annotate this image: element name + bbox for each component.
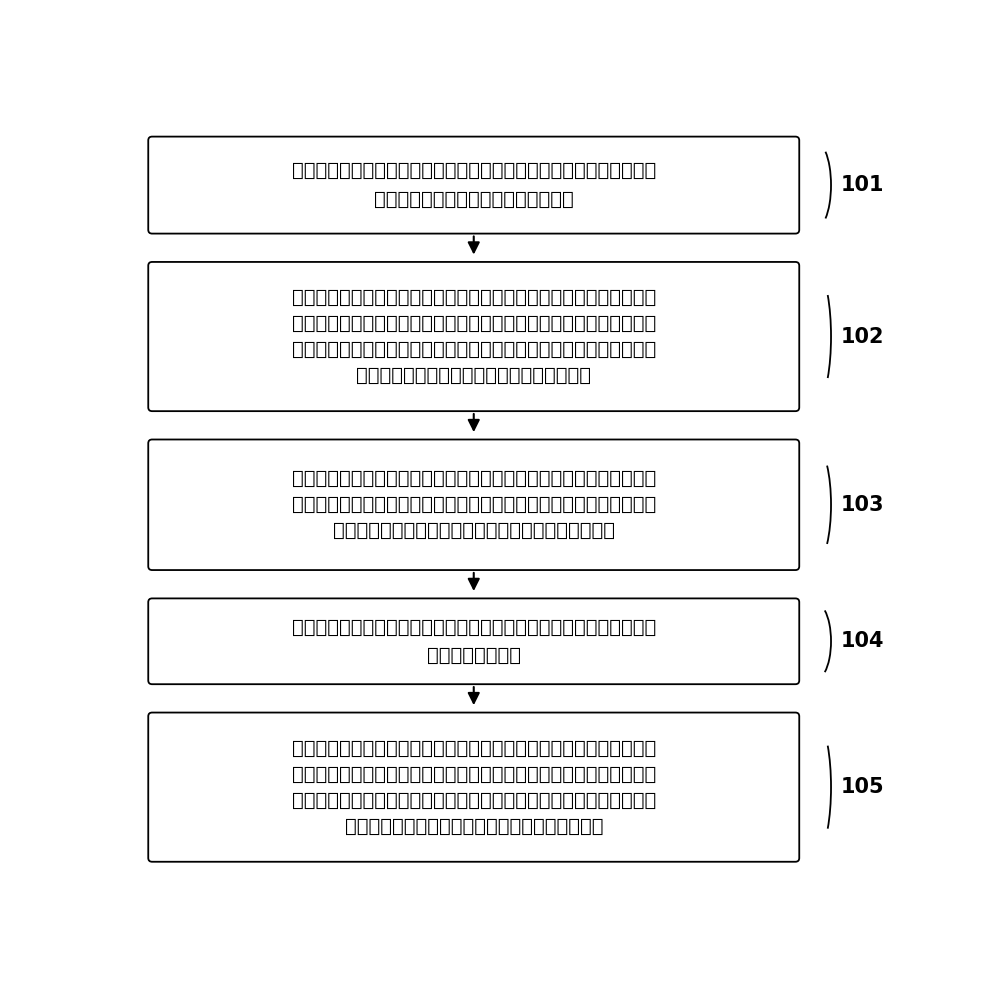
FancyBboxPatch shape (148, 439, 799, 570)
Text: 105: 105 (840, 777, 884, 798)
Text: 接收用户的语音交互命令，解析所述语音交互命令，获取所述语音交互: 接收用户的语音交互命令，解析所述语音交互命令，获取所述语音交互 (292, 162, 656, 181)
Text: 103: 103 (840, 494, 884, 515)
FancyBboxPatch shape (148, 262, 799, 411)
Text: 声纹信息均不匹配，所述用户的身份验证失败: 声纹信息均不匹配，所述用户的身份验证失败 (356, 366, 591, 386)
FancyBboxPatch shape (148, 598, 799, 684)
Text: 文本解析，将解析结果与所述最优匹配任务中记载的起始点、目的点以: 文本解析，将解析结果与所述最优匹配任务中记载的起始点、目的点以 (292, 764, 656, 784)
Text: 102: 102 (840, 327, 884, 346)
Text: 101: 101 (840, 175, 884, 195)
Text: 、目的点和验证码: 、目的点和验证码 (427, 645, 521, 665)
Text: 所述语音交互命令的声纹信息与一个预设声纹信息匹配，所述用户的身: 所述语音交互命令的声纹信息与一个预设声纹信息匹配，所述用户的身 (292, 314, 656, 333)
FancyBboxPatch shape (148, 712, 799, 861)
Text: 物流运输，如果不匹配则发出拒绝执行命令的提示: 物流运输，如果不匹配则发出拒绝执行命令的提示 (344, 817, 603, 836)
Text: 及所述随机生成的验证码比对，如果匹配则按照所述最优匹配任务执行: 及所述随机生成的验证码比对，如果匹配则按照所述最优匹配任务执行 (292, 791, 656, 809)
Text: 成的验证码给所述最优匹配任务中记录的用户手机号码: 成的验证码给所述最优匹配任务中记录的用户手机号码 (333, 521, 615, 541)
Text: 104: 104 (840, 632, 884, 651)
FancyBboxPatch shape (148, 136, 799, 233)
Text: 命令的声纹信息和对应的意图物流任务: 命令的声纹信息和对应的意图物流任务 (374, 189, 574, 209)
Text: 接收用户对于所述语音问题的回答语音信息，将所述回答语音信息进行: 接收用户对于所述语音问题的回答语音信息，将所述回答语音信息进行 (292, 739, 656, 757)
Text: 份验证通过；或者，根据所述语音交互命令的声纹信息与所述多个预设: 份验证通过；或者，根据所述语音交互命令的声纹信息与所述多个预设 (292, 340, 656, 359)
Text: 务进行匹配，选取匹配度最高的任务作为最优匹配任务，并发送随机生: 务进行匹配，选取匹配度最高的任务作为最优匹配任务，并发送随机生 (292, 495, 656, 514)
Text: 计算所述语音交互命令的声纹信息与多个预设声纹信息的匹配度，根据: 计算所述语音交互命令的声纹信息与多个预设声纹信息的匹配度，根据 (292, 287, 656, 307)
Text: 在所述身份验证通过后，将所述意图物流任务与预设物流任务单中的任: 在所述身份验证通过后，将所述意图物流任务与预设物流任务单中的任 (292, 469, 656, 489)
Text: 根据所述最优匹配任务发出语音问题，询问所述最优匹配任务的起始点: 根据所述最优匹配任务发出语音问题，询问所述最优匹配任务的起始点 (292, 618, 656, 637)
